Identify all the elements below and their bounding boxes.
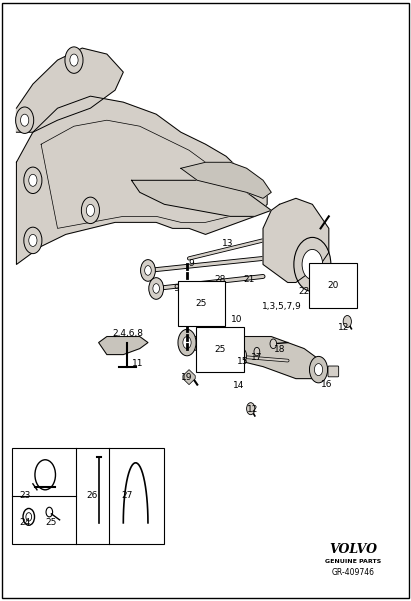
Text: 25: 25	[46, 519, 57, 527]
Bar	[12, 448, 164, 544]
Text: 1,3,5,7,9: 1,3,5,7,9	[262, 302, 301, 311]
Circle shape	[65, 47, 83, 73]
Circle shape	[254, 347, 260, 356]
Polygon shape	[263, 198, 329, 282]
Circle shape	[294, 237, 331, 291]
Text: 11: 11	[132, 359, 143, 368]
Polygon shape	[181, 162, 271, 198]
Text: 28: 28	[214, 275, 226, 284]
Circle shape	[21, 114, 29, 126]
Circle shape	[309, 356, 328, 383]
Text: 14: 14	[233, 382, 244, 390]
Text: 18: 18	[274, 346, 285, 354]
Text: 25: 25	[214, 346, 226, 354]
Text: GENUINE PARTS: GENUINE PARTS	[326, 560, 381, 564]
Circle shape	[343, 316, 351, 328]
Text: 26: 26	[87, 492, 98, 500]
Circle shape	[29, 234, 37, 246]
Polygon shape	[16, 96, 267, 264]
Text: 22: 22	[298, 287, 310, 296]
Text: 2,4,6,8: 2,4,6,8	[112, 329, 143, 338]
Text: 12: 12	[247, 406, 259, 414]
Polygon shape	[16, 48, 123, 132]
Circle shape	[24, 227, 42, 254]
Text: 17: 17	[251, 353, 263, 362]
Text: 10: 10	[231, 316, 242, 324]
Circle shape	[247, 403, 255, 415]
Polygon shape	[183, 370, 195, 385]
Text: 20: 20	[327, 281, 339, 290]
Text: 27: 27	[122, 492, 133, 500]
Text: 23: 23	[20, 492, 31, 500]
Text: 12: 12	[337, 323, 349, 332]
FancyBboxPatch shape	[328, 366, 339, 377]
Text: 15: 15	[237, 358, 248, 366]
Polygon shape	[181, 337, 321, 379]
Circle shape	[24, 167, 42, 194]
Circle shape	[178, 329, 196, 356]
Text: 9: 9	[188, 259, 194, 267]
Circle shape	[183, 337, 191, 349]
Circle shape	[149, 278, 164, 299]
Text: 16: 16	[321, 380, 332, 389]
Text: 21: 21	[243, 275, 254, 284]
Circle shape	[302, 249, 323, 279]
Circle shape	[29, 174, 37, 186]
Text: VOLVO: VOLVO	[330, 543, 377, 557]
Text: 25: 25	[196, 299, 207, 308]
Circle shape	[270, 339, 277, 349]
Circle shape	[237, 349, 247, 363]
Text: 24: 24	[20, 519, 31, 527]
Text: 9: 9	[174, 284, 180, 293]
Circle shape	[145, 266, 151, 275]
Circle shape	[153, 284, 159, 293]
Text: 19: 19	[181, 373, 193, 382]
Circle shape	[81, 197, 99, 224]
Text: GR-409746: GR-409746	[332, 568, 375, 576]
Polygon shape	[99, 337, 148, 355]
Circle shape	[70, 54, 78, 66]
Circle shape	[16, 107, 34, 133]
Circle shape	[141, 260, 155, 281]
Polygon shape	[132, 180, 271, 216]
Text: 13: 13	[222, 239, 234, 248]
Circle shape	[314, 364, 323, 376]
Circle shape	[86, 204, 95, 216]
